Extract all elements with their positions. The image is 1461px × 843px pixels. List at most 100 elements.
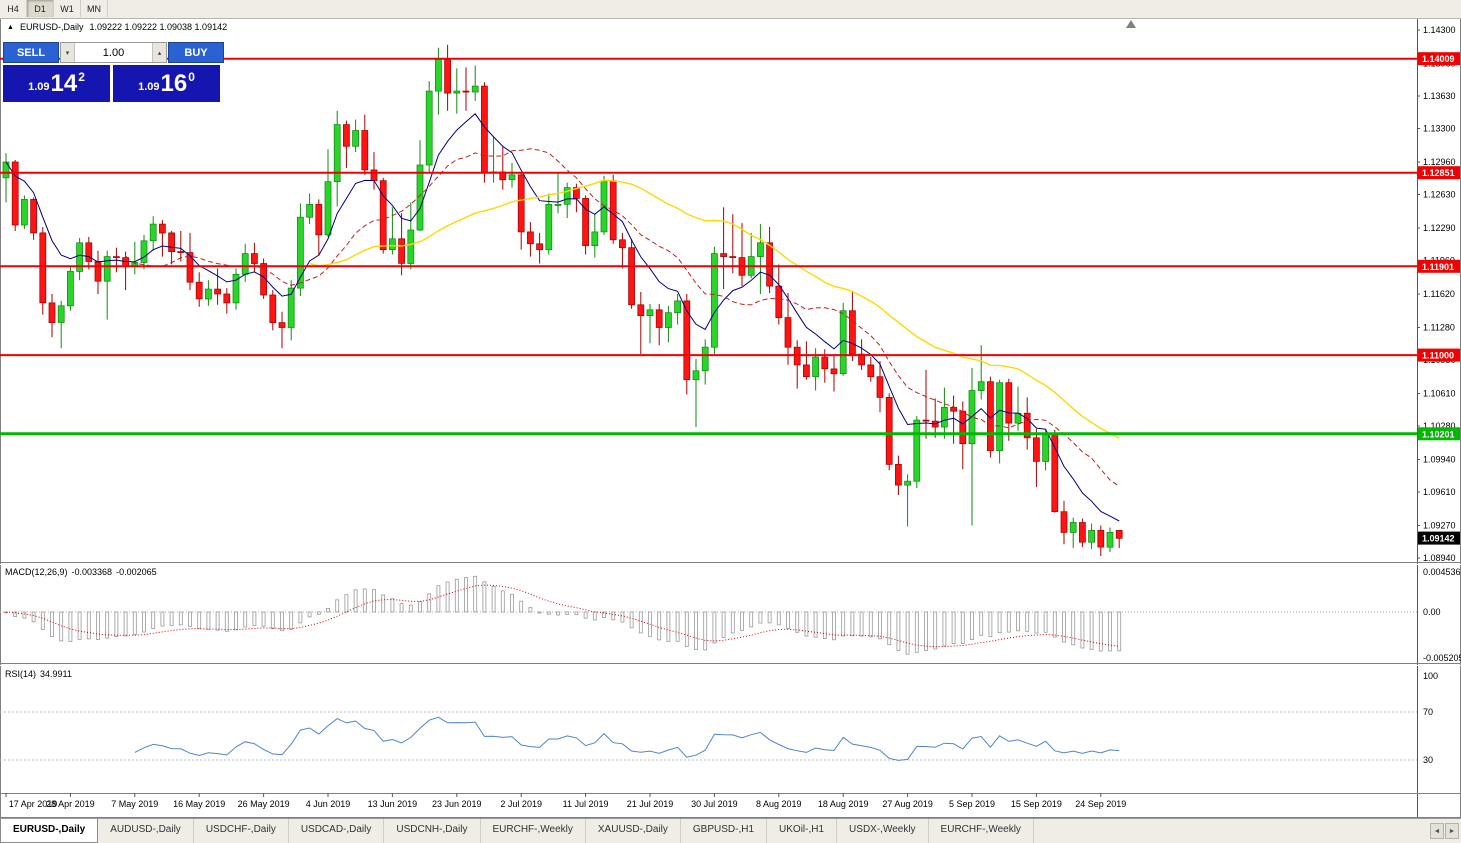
volume-decrease-button[interactable]: ▾ [61,43,75,62]
chart-ohlc-values: 1.09222 1.09222 1.09038 1.09142 [89,22,228,32]
svg-text:21 Jul 2019: 21 Jul 2019 [627,799,674,809]
svg-text:11 Jul 2019: 11 Jul 2019 [563,799,609,809]
volume-input[interactable] [75,43,152,62]
one-click-trading-panel: SELL ▾ ▴ BUY 1.09 14 2 1.09 16 0 [3,42,224,102]
buy-price-display[interactable]: 1.09 16 0 [113,65,220,102]
sell-price-display[interactable]: 1.09 14 2 [3,65,110,102]
chart-shift-marker-icon [1126,20,1136,28]
macd-signal-value: -0.002065 [116,567,157,577]
tab-scrollers: ◄ ► [1430,819,1461,843]
svg-text:1.09940: 1.09940 [1423,454,1456,464]
chart-frame [0,17,1461,818]
rsi-panel: 100 70 30 [0,671,1438,765]
chart-tab[interactable]: XAUUSD-,Daily [586,819,681,843]
svg-text:26 May 2019: 26 May 2019 [238,799,290,809]
svg-text:1.11000: 1.11000 [1422,351,1454,361]
svg-text:1.11901: 1.11901 [1422,262,1454,272]
price-axis[interactable]: 1.143001.139601.136301.133001.129601.126… [1417,25,1456,563]
symbol-marker-icon: ▲ [7,23,14,31]
chart-tab[interactable]: EURCHF-,Weekly [929,819,1034,843]
svg-text:1.13300: 1.13300 [1423,124,1456,134]
svg-text:4 Jun 2019: 4 Jun 2019 [306,799,351,809]
chart-tab[interactable]: UKOil-,H1 [767,819,838,843]
timeframe-toolbar: H4 D1 W1 MN [0,0,1461,19]
sell-price-pips: 14 [50,69,78,97]
tab-scroll-left-button[interactable]: ◄ [1430,823,1444,839]
sell-price-frac: 2 [78,70,85,84]
chart-tab[interactable]: GBPUSD-,H1 [681,819,768,843]
timeframe-h4-button[interactable]: H4 [0,0,27,17]
svg-text:100: 100 [1423,671,1438,681]
svg-text:7 May 2019: 7 May 2019 [111,799,158,809]
svg-text:18 Aug 2019: 18 Aug 2019 [818,799,869,809]
svg-text:8 Aug 2019: 8 Aug 2019 [756,799,802,809]
svg-text:5 Sep 2019: 5 Sep 2019 [949,799,995,809]
macd-main-value: -0.003368 [71,567,113,577]
sell-button[interactable]: SELL [3,42,59,63]
svg-text:1.14009: 1.14009 [1422,54,1455,64]
chart-symbol-label: EURUSD-,Daily [19,22,84,32]
timeframe-mn-button[interactable]: MN [81,0,108,17]
trade-price-tiles: 1.09 14 2 1.09 16 0 [3,65,224,102]
chart-title: ▲ EURUSD-,Daily 1.09222 1.09222 1.09038 … [7,22,227,32]
chart-tab[interactable]: USDX-,Weekly [837,819,929,843]
rsi-indicator-label: RSI(14) 34.9911 [5,669,76,679]
svg-text:1.08940: 1.08940 [1423,553,1456,563]
tab-scroll-right-button[interactable]: ► [1445,823,1459,839]
svg-text:1.13630: 1.13630 [1423,91,1456,101]
candles-layer [2,44,1123,556]
svg-text:1.11620: 1.11620 [1423,289,1455,299]
svg-text:1.10610: 1.10610 [1423,388,1456,398]
svg-text:1.12960: 1.12960 [1423,157,1456,167]
svg-text:30: 30 [1423,755,1433,765]
svg-text:70: 70 [1423,707,1433,717]
chart-tab-bar: EURUSD-,Daily AUDUSD-,Daily USDCHF-,Daily U… [0,818,1461,843]
svg-text:1.09142: 1.09142 [1422,534,1455,544]
svg-text:-0.005205: -0.005205 [1423,653,1461,663]
chart-tab[interactable]: USDCHF-,Daily [194,819,289,843]
rsi-value: 34.9911 [40,669,72,679]
svg-text:24 Sep 2019: 24 Sep 2019 [1075,799,1126,809]
svg-text:1.11280: 1.11280 [1423,322,1455,332]
svg-text:1.09270: 1.09270 [1423,520,1456,530]
buy-price-frac: 0 [188,70,195,84]
rsi-name: RSI(14) [5,669,37,679]
timeframe-d1-button[interactable]: D1 [27,0,54,17]
chart-tab[interactable]: USDCAD-,Daily [289,819,385,843]
chart-tabs: EURUSD-,Daily AUDUSD-,Daily USDCHF-,Daily U… [0,819,1034,843]
svg-text:28 Apr 2019: 28 Apr 2019 [46,799,95,809]
svg-text:1.12630: 1.12630 [1423,190,1456,200]
moving-averages-layer [5,113,1120,522]
buy-button[interactable]: BUY [168,42,224,63]
svg-text:23 Jun 2019: 23 Jun 2019 [432,799,482,809]
trade-buttons-row: SELL ▾ ▴ BUY [3,42,224,63]
chart-tab[interactable]: USDCNH-,Daily [384,819,481,843]
buy-price-base: 1.09 [138,81,160,93]
chart-tab[interactable]: EURCHF-,Weekly [481,819,586,843]
macd-name: MACD(12,26,9) [5,567,68,577]
svg-text:1.12851: 1.12851 [1422,168,1455,178]
svg-text:2 Jul 2019: 2 Jul 2019 [500,799,542,809]
svg-text:27 Aug 2019: 27 Aug 2019 [882,799,933,809]
svg-text:1.14300: 1.14300 [1423,25,1456,35]
macd-indicator-label: MACD(12,26,9) -0.003368 -0.002065 [5,567,161,577]
timeframe-w1-button[interactable]: W1 [54,0,81,17]
buy-price-pips: 16 [160,69,188,97]
volume-increase-button[interactable]: ▴ [152,43,166,62]
macd-panel: 0.004536 0.00 -0.005205 [0,567,1461,663]
svg-text:1.10280: 1.10280 [1423,421,1456,431]
chart-tab[interactable]: AUDUSD-,Daily [98,819,194,843]
svg-text:0.00: 0.00 [1423,607,1441,617]
horizontal-lines-layer [0,57,1417,436]
price-tags: 1.14009 1.12851 1.11901 1.11000 1.10201 1.091… [1418,52,1460,545]
svg-text:1.09610: 1.09610 [1423,487,1456,497]
chart-tab[interactable]: EURUSD-,Daily [0,819,99,843]
svg-text:1.10201: 1.10201 [1422,429,1455,439]
svg-text:17 Apr 2019: 17 Apr 2019 [9,799,58,809]
svg-text:0.004536: 0.004536 [1423,567,1461,577]
svg-text:15 Sep 2019: 15 Sep 2019 [1011,799,1062,809]
svg-text:30 Jul 2019: 30 Jul 2019 [691,799,738,809]
